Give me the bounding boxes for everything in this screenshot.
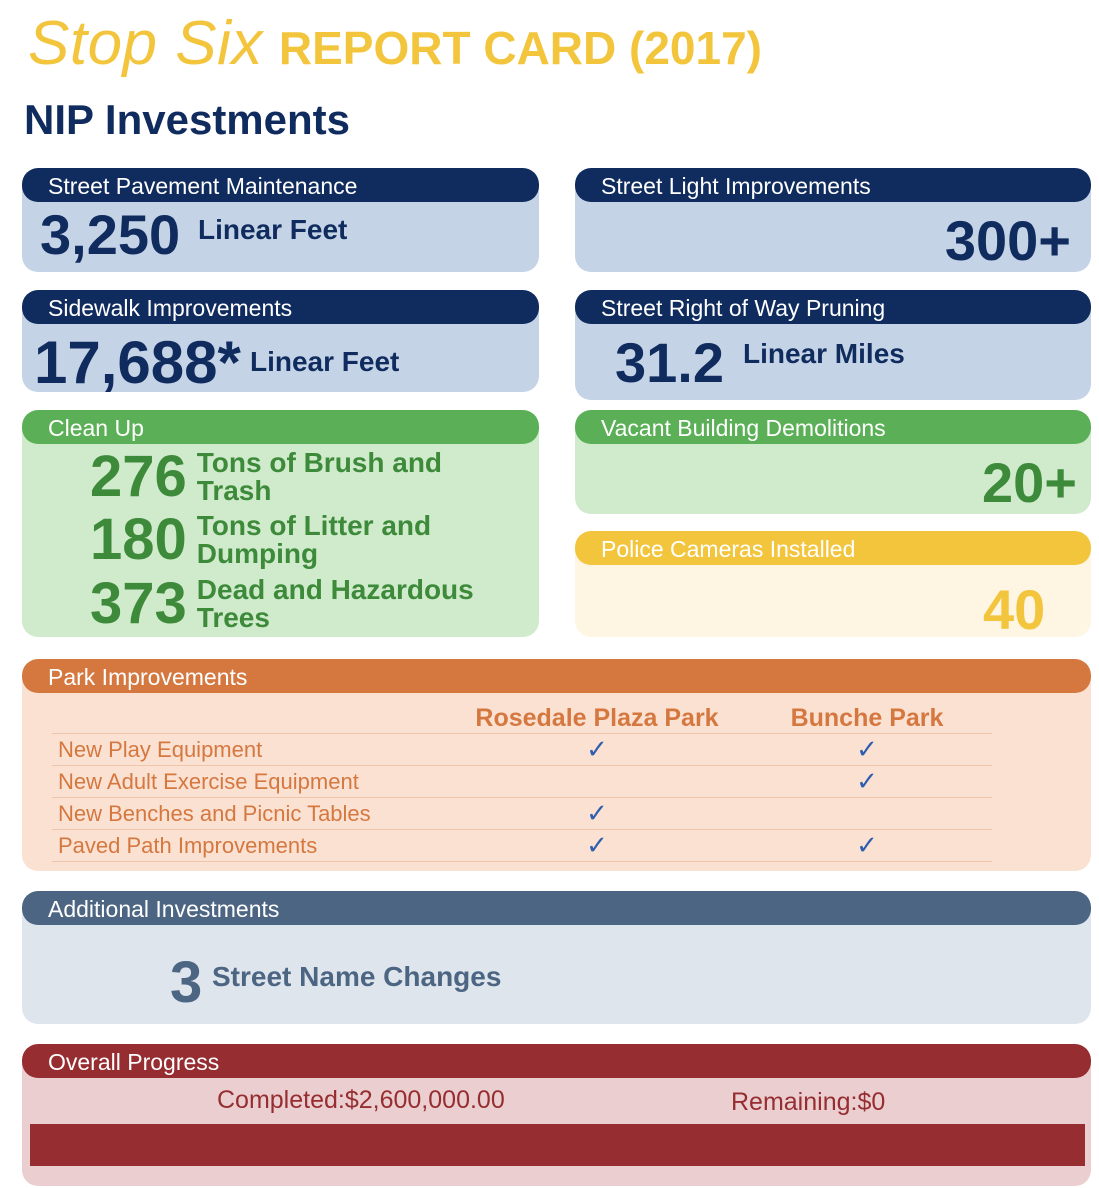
progress-bar	[30, 1124, 1085, 1166]
cleanup-item: 276 Tons of Brush and Trash	[90, 448, 497, 506]
check-icon: ✓	[742, 765, 992, 798]
card-header: Sidewalk Improvements	[22, 290, 539, 324]
card-police-cameras: Police Cameras Installed 40	[575, 531, 1091, 637]
streetlight-value: 300+	[944, 209, 1071, 272]
cleanup-item: 373 Dead and Hazardous Trees	[90, 575, 497, 633]
card-header: Police Cameras Installed	[575, 531, 1091, 565]
sidewalk-unit: Linear Feet	[250, 346, 400, 377]
card-demolitions: Vacant Building Demolitions 20+	[575, 410, 1091, 514]
card-row-pruning: Street Right of Way Pruning 31.2 Linear …	[575, 290, 1091, 400]
title-report-card: REPORT CARD (2017)	[278, 22, 762, 74]
pavement-unit: Linear Feet	[198, 214, 348, 245]
table-row: New Play Equipment ✓ ✓	[52, 733, 992, 766]
cameras-value: 40	[983, 578, 1046, 637]
card-overall-progress: Overall Progress Completed:$2,600,000.00…	[22, 1044, 1091, 1186]
additional-label: Street Name Changes	[212, 961, 502, 992]
check-icon: ✓	[452, 829, 742, 862]
park-table: Rosedale Plaza Park Bunche Park New Play…	[52, 703, 992, 862]
report-title: Stop Six REPORT CARD (2017)	[28, 8, 762, 79]
progress-completed: Completed:$2,600,000.00	[217, 1086, 505, 1114]
row-label: New Benches and Picnic Tables	[52, 797, 452, 830]
park-table-header: Rosedale Plaza Park Bunche Park	[52, 703, 992, 734]
pruning-unit: Linear Miles	[743, 338, 905, 369]
check-icon: ✓	[452, 797, 742, 830]
card-header: Vacant Building Demolitions	[575, 410, 1091, 444]
park-table-spacer	[52, 703, 452, 734]
card-clean-up: Clean Up 276 Tons of Brush and Trash 180…	[22, 410, 539, 637]
progress-remaining: Remaining:$0	[731, 1088, 886, 1116]
col-bunche-park: Bunche Park	[790, 703, 944, 732]
card-header: Street Light Improvements	[575, 168, 1091, 202]
card-header: Street Pavement Maintenance	[22, 168, 539, 202]
row-label: Paved Path Improvements	[52, 829, 452, 862]
demolitions-value: 20+	[982, 451, 1077, 514]
check-icon: ✓	[742, 829, 992, 862]
card-header: Street Right of Way Pruning	[575, 290, 1091, 324]
table-row: New Benches and Picnic Tables ✓	[52, 797, 992, 830]
cleanup-label: Tons of Litter and Dumping	[196, 510, 432, 569]
card-street-light: Street Light Improvements 300+	[575, 168, 1091, 272]
table-row: Paved Path Improvements ✓ ✓	[52, 829, 992, 862]
card-header: Clean Up	[22, 410, 539, 444]
card-header: Overall Progress	[22, 1044, 1091, 1078]
empty-cell	[452, 765, 742, 798]
cleanup-label: Tons of Brush and Trash	[196, 447, 443, 506]
sidewalk-value: 17,688*	[34, 329, 241, 392]
check-icon: ✓	[452, 733, 742, 766]
table-row: New Adult Exercise Equipment ✓	[52, 765, 992, 798]
cleanup-item: 180 Tons of Litter and Dumping	[90, 511, 497, 569]
cleanup-value: 180	[90, 507, 187, 572]
card-sidewalk: Sidewalk Improvements 17,688* Linear Fee…	[22, 290, 539, 392]
check-icon: ✓	[742, 733, 992, 766]
row-label: New Adult Exercise Equipment	[52, 765, 452, 798]
section-subtitle: NIP Investments	[24, 96, 351, 143]
cleanup-label: Dead and Hazardous Trees	[196, 574, 474, 633]
row-label: New Play Equipment	[52, 733, 452, 766]
card-street-pavement: Street Pavement Maintenance 3,250 Linear…	[22, 168, 539, 272]
card-header: Park Improvements	[22, 659, 1091, 693]
empty-cell	[742, 797, 992, 830]
card-header: Additional Investments	[22, 891, 1091, 925]
card-park-improvements: Park Improvements Rosedale Plaza Park Bu…	[22, 659, 1091, 871]
card-additional-investments: Additional Investments 3 Street Name Cha…	[22, 891, 1091, 1024]
col-rosedale-plaza-park: Rosedale Plaza Park	[475, 703, 719, 732]
pavement-value: 3,250	[40, 203, 181, 266]
title-neighborhood: Stop Six	[28, 9, 263, 78]
additional-value: 3	[170, 950, 203, 1015]
cleanup-value: 373	[90, 571, 187, 636]
cleanup-value: 276	[90, 444, 187, 509]
pruning-value: 31.2	[615, 331, 724, 394]
